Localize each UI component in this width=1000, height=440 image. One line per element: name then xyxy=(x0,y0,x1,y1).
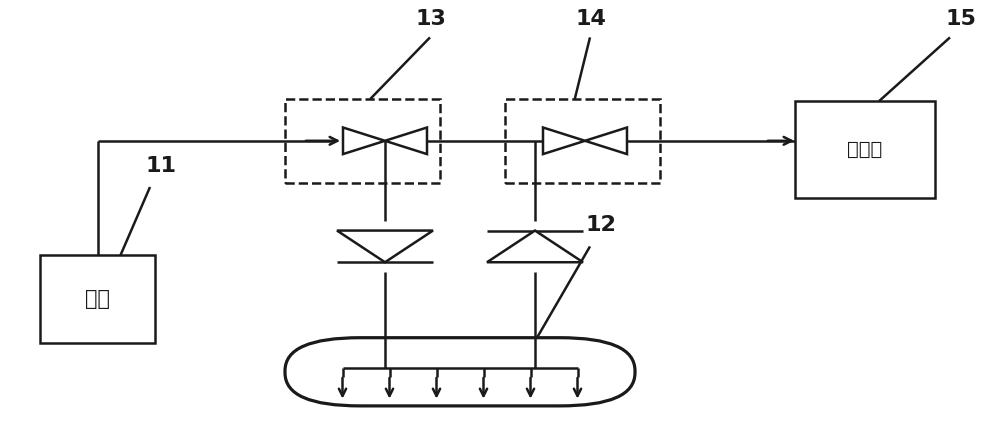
Polygon shape xyxy=(543,128,585,154)
Text: 14: 14 xyxy=(575,9,606,29)
Bar xyxy=(285,99,440,183)
Polygon shape xyxy=(337,231,433,262)
Text: 用汽端: 用汽端 xyxy=(847,140,883,159)
Bar xyxy=(40,255,155,343)
Text: 15: 15 xyxy=(945,9,976,29)
Polygon shape xyxy=(585,128,627,154)
Bar xyxy=(505,99,660,183)
Text: 11: 11 xyxy=(145,156,176,176)
Polygon shape xyxy=(343,128,385,154)
Text: 12: 12 xyxy=(585,216,616,235)
Polygon shape xyxy=(487,231,583,262)
Polygon shape xyxy=(385,128,427,154)
FancyBboxPatch shape xyxy=(285,338,635,406)
Text: 13: 13 xyxy=(415,9,446,29)
Text: 锅炉: 锅炉 xyxy=(85,289,110,309)
Bar xyxy=(795,101,935,198)
